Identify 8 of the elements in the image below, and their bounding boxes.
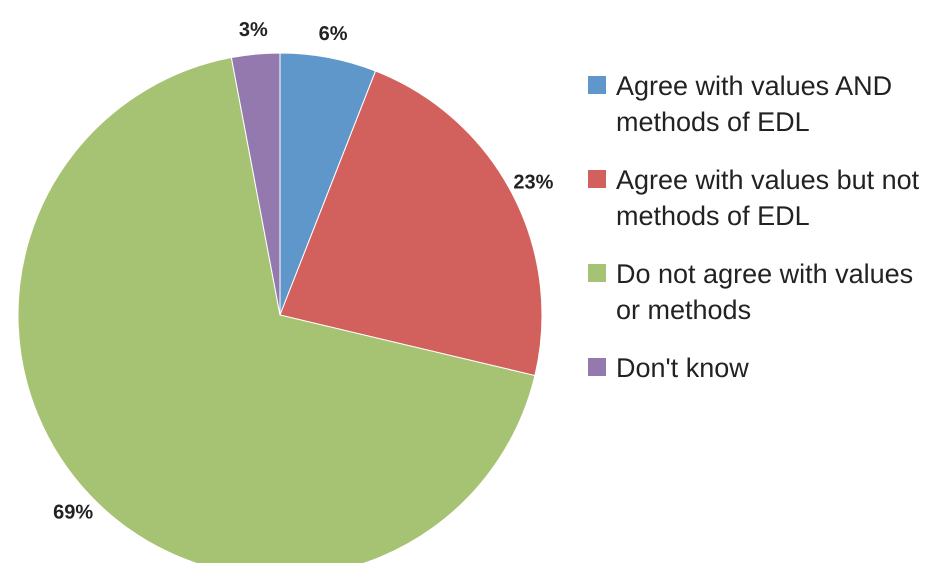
data-label: 3% — [238, 19, 268, 42]
data-label: 69% — [53, 501, 94, 524]
legend-label: Do not agree with values or methods — [616, 258, 914, 327]
data-label: 23% — [513, 171, 554, 194]
legend-label: Don't know — [616, 352, 749, 385]
legend-label: Agree with values AND methods of EDL — [616, 70, 894, 139]
legend-label: Agree with values but not methods of EDL — [616, 164, 920, 233]
data-label: 6% — [318, 22, 348, 45]
